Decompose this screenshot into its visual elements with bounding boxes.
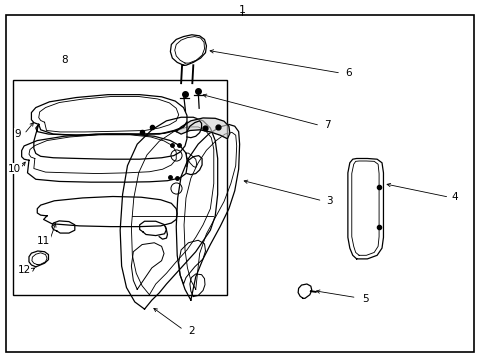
Text: 1: 1 xyxy=(238,5,245,15)
Text: 12: 12 xyxy=(18,265,31,275)
Text: 10: 10 xyxy=(8,163,21,174)
Bar xyxy=(13,80,227,295)
Text: 4: 4 xyxy=(451,192,458,202)
Polygon shape xyxy=(176,118,229,139)
Text: 6: 6 xyxy=(345,68,351,78)
Text: 11: 11 xyxy=(37,236,50,246)
Text: 3: 3 xyxy=(326,196,332,206)
Text: 9: 9 xyxy=(15,129,21,139)
Text: 2: 2 xyxy=(188,326,195,336)
Text: 5: 5 xyxy=(362,294,368,304)
Text: 8: 8 xyxy=(61,55,67,65)
Text: 7: 7 xyxy=(324,121,330,130)
